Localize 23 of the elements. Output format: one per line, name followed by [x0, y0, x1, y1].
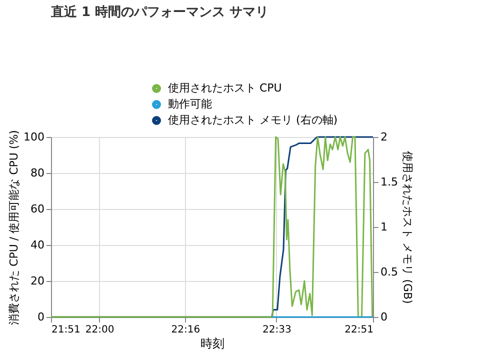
y2-tick-label: 2: [380, 130, 388, 144]
chart-title: 直近 1 時間のパフォーマンス サマリ: [50, 4, 269, 20]
x-tick-label: 22:51: [344, 324, 374, 336]
x-tick-label: 22:00: [85, 324, 114, 336]
y-tick-label: 0: [38, 310, 44, 324]
x-tick-label: 22:16: [171, 324, 200, 336]
y2-tick-label: 0.5: [380, 266, 398, 278]
x-axis-title: 時刻: [200, 336, 224, 350]
legend-label: 使用されたホスト CPU: [168, 82, 282, 94]
legend-label: 動作可能: [168, 98, 212, 110]
y-tick-label: 60: [30, 202, 44, 216]
y2-axis-title: 使用されたホスト メモリ (GB): [400, 151, 414, 304]
y-axis-title: 消費された CPU / 使用可能な CPU (%): [8, 130, 21, 325]
y-tick-label: 80: [30, 166, 44, 180]
y2-tick-label: 1: [380, 220, 388, 234]
y-tick-label: 40: [30, 238, 44, 252]
y2-tick-label: 0: [380, 310, 388, 324]
x-tick-label: 22:33: [262, 324, 292, 336]
y-tick-label: 100: [24, 130, 44, 144]
x-tick-label: 21:51: [52, 324, 80, 336]
y2-tick-label: 1.5: [380, 176, 398, 188]
y-tick-label: 20: [30, 274, 44, 288]
legend-label: 使用されたホスト メモリ (右の軸): [168, 114, 338, 126]
